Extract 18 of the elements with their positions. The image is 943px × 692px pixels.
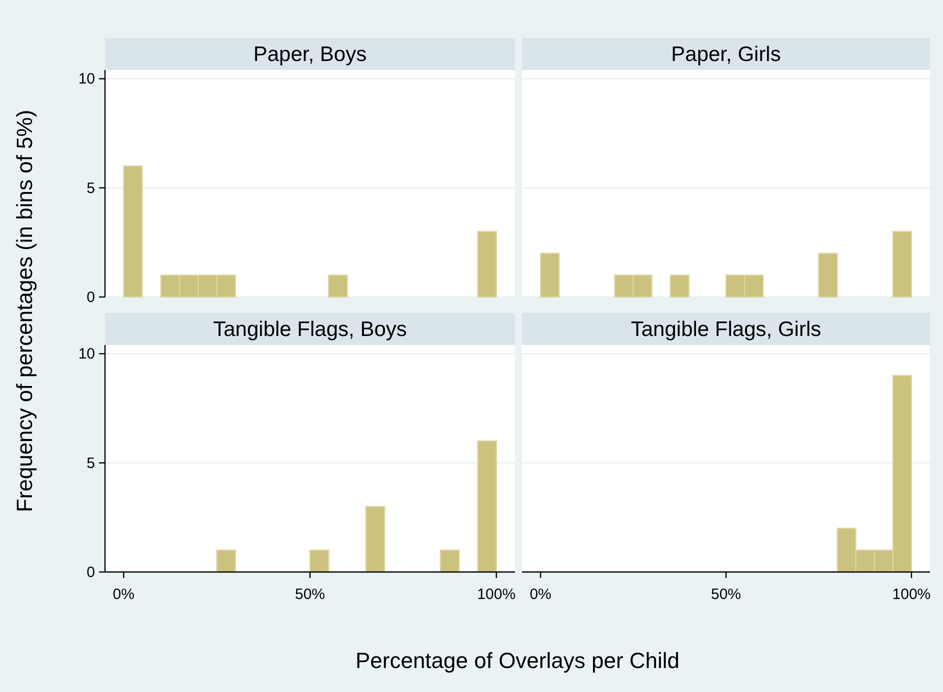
y-tick-label: 0 bbox=[86, 289, 95, 306]
y-tick-label: 0 bbox=[86, 564, 95, 581]
x-tick-label: 50% bbox=[710, 586, 742, 603]
chart-title: Paper, Girls bbox=[671, 43, 781, 66]
x-tick-label: 0% bbox=[112, 586, 134, 603]
x-tick-label: 100% bbox=[477, 586, 516, 603]
chart-title: Paper, Boys bbox=[253, 43, 367, 66]
y-axis-title: Frequency of percentages (in bins of 5%) bbox=[12, 110, 37, 512]
x-tick-label: 50% bbox=[294, 586, 326, 603]
x-tick-label: 100% bbox=[892, 586, 931, 603]
chart-title: Tangible Flags, Girls bbox=[630, 318, 822, 341]
y-tick-label: 5 bbox=[86, 454, 95, 472]
y-tick-label: 10 bbox=[78, 70, 95, 88]
y-tick-label: 5 bbox=[86, 180, 95, 197]
y-tick-label: 10 bbox=[78, 346, 95, 363]
x-tick-label: 0% bbox=[530, 586, 552, 603]
chart-title: Tangible Flags, Boys bbox=[213, 318, 407, 341]
x-axis-title: Percentage of Overlays per Child bbox=[355, 648, 680, 673]
